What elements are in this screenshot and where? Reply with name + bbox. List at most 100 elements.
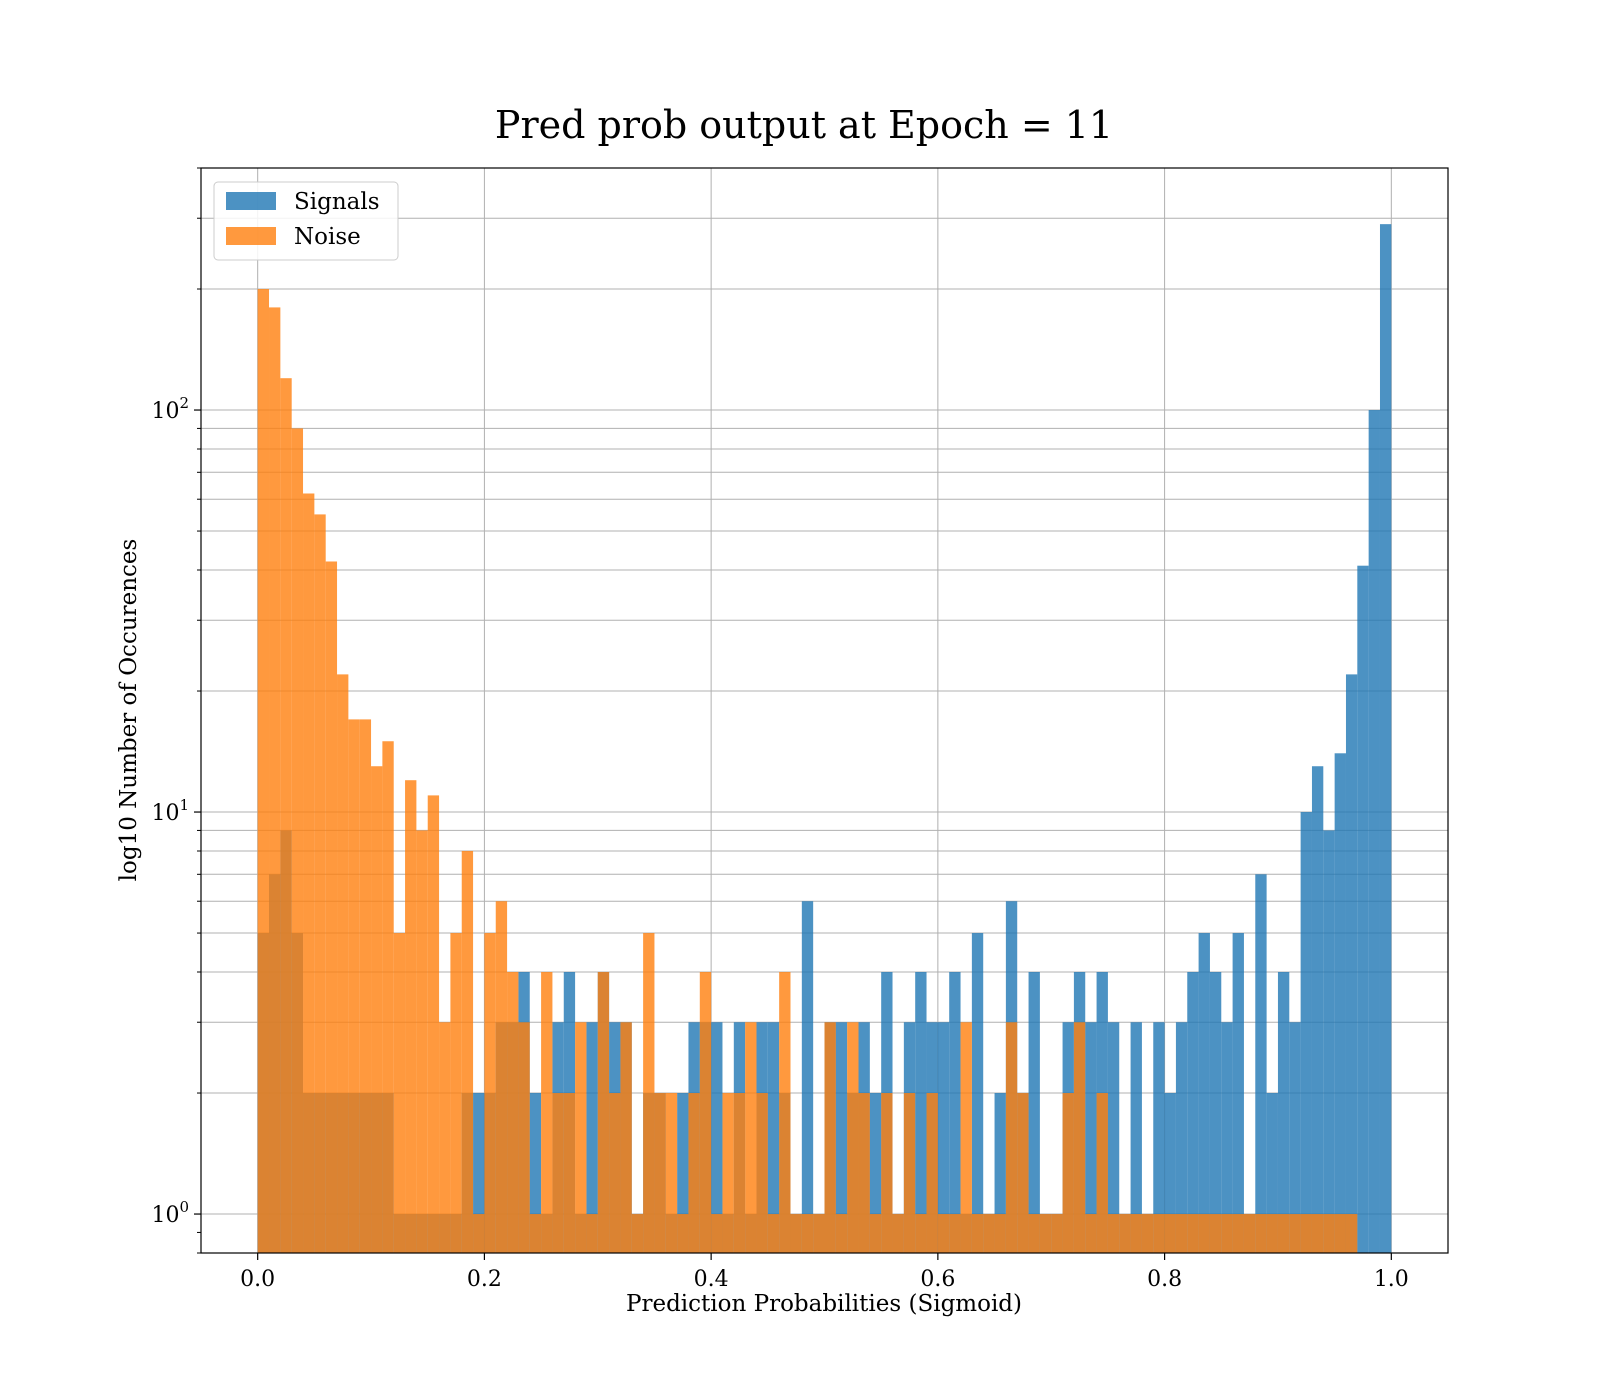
bar-noise-1: [269, 307, 281, 1253]
bar-noise-76: [1119, 1214, 1131, 1253]
x-tick-label-2: 0.4: [694, 1267, 729, 1292]
bar-noise-73: [1085, 1214, 1097, 1253]
bar-signals-37: [677, 1093, 689, 1253]
x-tick-label-4: 0.8: [1147, 1267, 1182, 1292]
y-axis-label: log10 Number of Occurences: [116, 539, 142, 882]
bar-noise-8: [348, 719, 360, 1253]
bar-noise-52: [847, 1022, 859, 1253]
bar-signals-51: [835, 1022, 848, 1253]
bar-signals-73: [1085, 1022, 1097, 1253]
bar-noise-39: [699, 972, 712, 1253]
bar-noise-82: [1187, 1214, 1199, 1253]
plot-frame: [200, 167, 1449, 1254]
bar-signals-60: [937, 1022, 950, 1253]
bar-signals-58: [915, 972, 927, 1253]
bar-noise-77: [1130, 1214, 1142, 1253]
bar-noise-75: [1107, 1214, 1120, 1253]
bar-noise-92: [1300, 1214, 1312, 1253]
bar-noise-15: [427, 795, 440, 1253]
bar-noise-87: [1243, 1214, 1256, 1253]
bar-noise-94: [1323, 1214, 1335, 1253]
bar-noise-41: [722, 1093, 734, 1253]
bar-signals-85: [1221, 1022, 1233, 1253]
legend: Signals Noise: [213, 181, 399, 261]
bar-signals-96: [1345, 674, 1358, 1253]
bar-noise-83: [1198, 1214, 1210, 1253]
bar-noise-64: [983, 1214, 995, 1253]
x-axis-label: Prediction Probabilities (Sigmoid): [626, 1291, 1022, 1317]
x-tick-label-3: 0.6: [920, 1267, 955, 1292]
bar-signals-95: [1334, 753, 1346, 1253]
bar-signals-83: [1198, 933, 1210, 1253]
bar-noise-70: [1051, 1214, 1063, 1253]
bar-noise-17: [450, 933, 462, 1253]
bar-noise-60: [937, 1214, 950, 1253]
chart-title: Pred prob output at Epoch = 11: [495, 103, 1113, 147]
bar-noise-2: [280, 378, 292, 1254]
bar-signals-68: [1028, 972, 1040, 1253]
bar-noise-35: [654, 1093, 666, 1253]
bar-noise-84: [1209, 1214, 1222, 1253]
bar-signals-54: [869, 1093, 882, 1253]
bar-signals-63: [971, 933, 984, 1253]
bar-noise-88: [1255, 1214, 1267, 1253]
bar-signals-77: [1130, 1022, 1142, 1253]
bar-noise-21: [495, 901, 508, 1253]
bar-noise-67: [1017, 1093, 1029, 1253]
bar-noise-5: [314, 514, 326, 1253]
bar-noise-55: [881, 1093, 893, 1253]
bar-signals-97: [1357, 565, 1369, 1253]
x-tick-label-5: 1.0: [1374, 1267, 1409, 1292]
bar-noise-22: [507, 972, 519, 1253]
bar-noise-3: [291, 428, 304, 1253]
bar-noise-24: [529, 1214, 542, 1253]
bar-signals-88: [1255, 874, 1267, 1253]
bar-noise-50: [824, 1022, 836, 1253]
bar-noise-86: [1232, 1214, 1244, 1253]
bar-noise-69: [1039, 1214, 1052, 1253]
bar-noise-90: [1277, 1214, 1290, 1253]
bar-noise-57: [903, 1093, 916, 1253]
bar-signals-61: [949, 972, 961, 1253]
legend-label-signals: Signals: [294, 189, 380, 215]
bar-noise-59: [926, 1093, 938, 1253]
bar-signals-48: [801, 901, 814, 1253]
bar-noise-37: [677, 1214, 689, 1253]
bar-signals-92: [1300, 812, 1312, 1253]
y-tick-label-1: 101: [151, 796, 189, 826]
bar-noise-66: [1005, 1022, 1018, 1253]
bar-noise-56: [892, 1214, 904, 1253]
bar-noise-23: [518, 1022, 530, 1253]
bar-signals-65: [994, 1093, 1006, 1253]
bar-noise-27: [563, 1093, 576, 1253]
bars: [257, 224, 1392, 1254]
bar-noise-46: [779, 972, 791, 1253]
bar-noise-95: [1334, 1214, 1346, 1253]
bar-signals-90: [1277, 972, 1290, 1253]
bar-noise-26: [552, 1093, 564, 1253]
bar-noise-42: [733, 1093, 746, 1253]
bar-noise-14: [416, 830, 428, 1253]
bar-noise-81: [1175, 1214, 1188, 1253]
bar-signals-86: [1232, 933, 1244, 1253]
x-tick-label-0: 0.0: [240, 1267, 275, 1292]
bar-noise-72: [1073, 1022, 1086, 1253]
bar-signals-24: [529, 1093, 542, 1253]
bar-noise-40: [711, 1214, 723, 1253]
bar-noise-10: [371, 766, 383, 1253]
bar-noise-44: [756, 1093, 768, 1253]
bar-noise-89: [1266, 1214, 1278, 1253]
y-tick-label-2: 102: [151, 394, 189, 424]
bar-noise-38: [688, 1093, 700, 1253]
bar-signals-45: [767, 1022, 780, 1253]
bar-noise-61: [949, 1214, 961, 1253]
bar-signals-82: [1187, 972, 1199, 1253]
bar-noise-6: [325, 561, 338, 1253]
bar-noise-62: [960, 1022, 972, 1253]
bar-noise-45: [767, 1214, 780, 1253]
x-tick-label-1: 0.2: [467, 1267, 502, 1292]
bar-noise-49: [813, 1214, 825, 1253]
bar-noise-9: [359, 719, 372, 1253]
bar-noise-54: [869, 1214, 882, 1253]
